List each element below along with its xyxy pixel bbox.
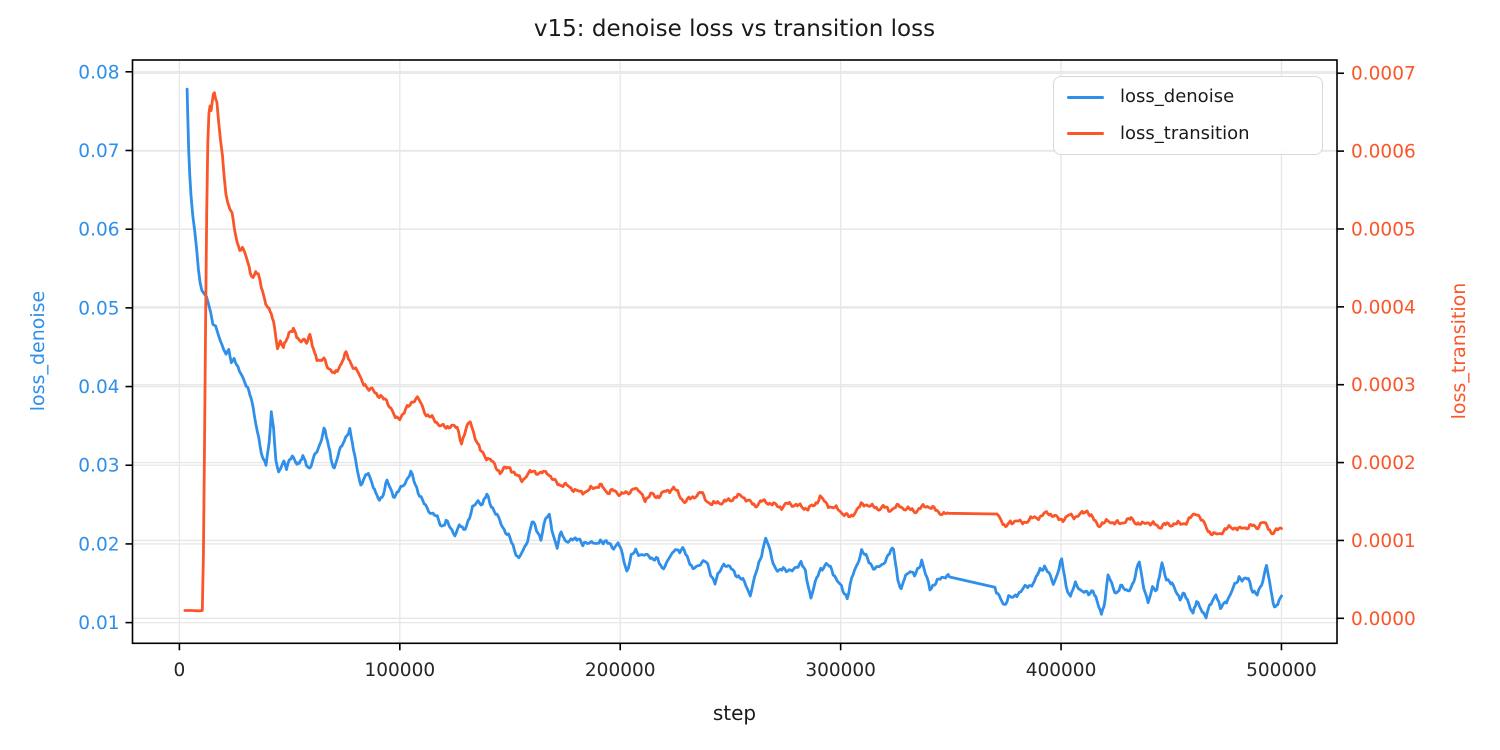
right-tick-label: 0.0006	[1351, 142, 1416, 163]
left-tick-label: 0.02	[78, 534, 119, 555]
right-tick-label: 0.0002	[1351, 453, 1416, 474]
legend-item-loss-transition: loss_transition	[1054, 116, 1322, 153]
plot-border	[131, 59, 1338, 645]
x-axis-label: step	[712, 701, 757, 725]
legend-item-loss-denoise: loss_denoise	[1054, 79, 1322, 116]
right-tick-label: 0.0004	[1351, 297, 1416, 318]
legend-label-loss-transition: loss_transition	[1120, 122, 1250, 144]
left-tick-label: 0.04	[78, 377, 119, 398]
left-tick-label: 0.07	[78, 141, 119, 162]
x-tick-label: 0	[174, 660, 186, 681]
right-tick-label: 0.0003	[1351, 375, 1416, 396]
right-tick-label: 0.0001	[1351, 531, 1416, 552]
x-tick-label: 400000	[1026, 660, 1097, 681]
right-tick-label: 0.0005	[1351, 219, 1416, 240]
left-tick-label: 0.03	[78, 456, 119, 477]
left-tick-label: 0.05	[78, 298, 119, 319]
x-tick-label: 300000	[805, 660, 876, 681]
series-line-loss_transition	[183, 91, 1283, 613]
x-tick-label: 200000	[585, 660, 656, 681]
x-tick-label: 100000	[365, 660, 436, 681]
series-line-loss_denoise	[185, 87, 1283, 620]
loss-denoise-line-swatch	[1067, 95, 1104, 99]
right-tick-label: 0.0000	[1351, 609, 1416, 630]
legend: loss_denoise loss_transition	[1053, 76, 1323, 155]
left-tick-label: 0.01	[78, 613, 119, 634]
x-tick-label: 500000	[1246, 660, 1317, 681]
chart-title: v15: denoise loss vs transition loss	[533, 16, 936, 42]
left-tick-label: 0.06	[78, 220, 119, 241]
right-tick-label: 0.0007	[1351, 64, 1416, 85]
left-tick-label: 0.08	[78, 62, 119, 83]
loss-transition-line-swatch	[1067, 132, 1104, 136]
legend-label-loss-denoise: loss_denoise	[1120, 86, 1235, 108]
